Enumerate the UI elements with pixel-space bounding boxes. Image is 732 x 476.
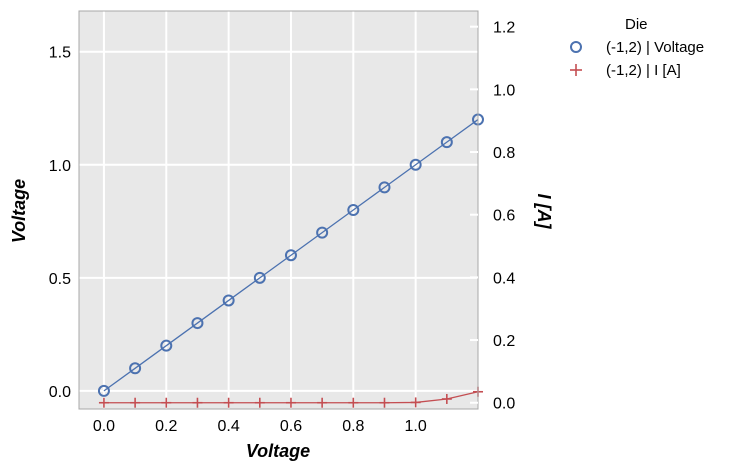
series-layer <box>97 113 484 408</box>
x-tick-label: 0.0 <box>93 418 115 435</box>
data-point-plus <box>223 397 234 408</box>
legend-marker-current <box>570 64 582 76</box>
right-y-tick-label: 1.0 <box>493 82 515 99</box>
data-point-plus <box>285 397 296 408</box>
series-line <box>103 119 479 392</box>
series-current <box>98 386 483 408</box>
data-point-circle <box>284 249 297 262</box>
x-axis-label: Voltage <box>246 441 310 461</box>
data-point-plus <box>254 397 265 408</box>
data-point-circle <box>129 362 142 375</box>
plot-background <box>79 11 478 409</box>
x-tick-label: 1.0 <box>405 418 427 435</box>
data-point-plus <box>98 397 109 408</box>
right-y-tick-label: 0.2 <box>493 333 515 350</box>
data-point-circle <box>160 339 173 352</box>
legend-title: Die <box>625 16 648 33</box>
x-tick-label: 0.4 <box>218 418 240 435</box>
legend-entry-voltage: (-1,2) | Voltage <box>606 39 704 56</box>
data-point-circle <box>378 181 391 194</box>
legend-entry-current: (-1,2) | I [A] <box>606 62 681 79</box>
left-y-tick-label: 0.5 <box>49 271 71 288</box>
right-y-tick-label: 0.0 <box>493 396 515 413</box>
data-point-circle <box>222 294 235 307</box>
data-point-circle <box>316 226 329 239</box>
x-tick-label: 0.8 <box>342 418 364 435</box>
left-y-tick-label: 1.0 <box>49 158 71 175</box>
left-y-axis-label: Voltage <box>9 179 29 243</box>
data-point-plus <box>161 397 172 408</box>
left-y-tick-label: 0.0 <box>49 384 71 401</box>
right-y-tick-label: 0.4 <box>493 270 515 287</box>
data-point-circle <box>347 204 360 216</box>
data-point-circle <box>409 158 422 171</box>
right-y-tick-label: 0.8 <box>493 145 515 162</box>
data-point-plus <box>379 397 390 408</box>
data-point-plus <box>441 393 452 404</box>
left-y-tick-label: 1.5 <box>49 45 71 62</box>
data-point-plus <box>317 397 328 408</box>
legend: Die (-1,2) | Voltage (-1,2) | I [A] <box>570 16 704 79</box>
series-voltage <box>97 113 484 397</box>
data-point-plus <box>410 397 421 408</box>
data-point-circle <box>191 317 204 330</box>
right-y-axis-label: I [A] <box>534 194 554 230</box>
data-point-circle <box>253 271 266 284</box>
right-y-tick-label: 1.2 <box>493 20 515 37</box>
legend-marker-voltage <box>570 41 582 53</box>
axes: 0.0 0.2 0.4 0.6 0.8 1.0 0.0 0.5 1.0 1.5 0.0 0.2 0.4 0… <box>49 20 516 435</box>
x-tick-label: 0.6 <box>280 418 302 435</box>
right-y-tick-label: 0.6 <box>493 208 515 225</box>
data-point-circle <box>97 384 110 397</box>
data-point-plus <box>192 397 203 408</box>
data-point-plus <box>348 397 359 408</box>
data-point-circle <box>440 136 453 149</box>
data-point-plus <box>130 397 141 408</box>
x-tick-label: 0.2 <box>155 418 177 435</box>
plot-frame <box>78 10 479 410</box>
